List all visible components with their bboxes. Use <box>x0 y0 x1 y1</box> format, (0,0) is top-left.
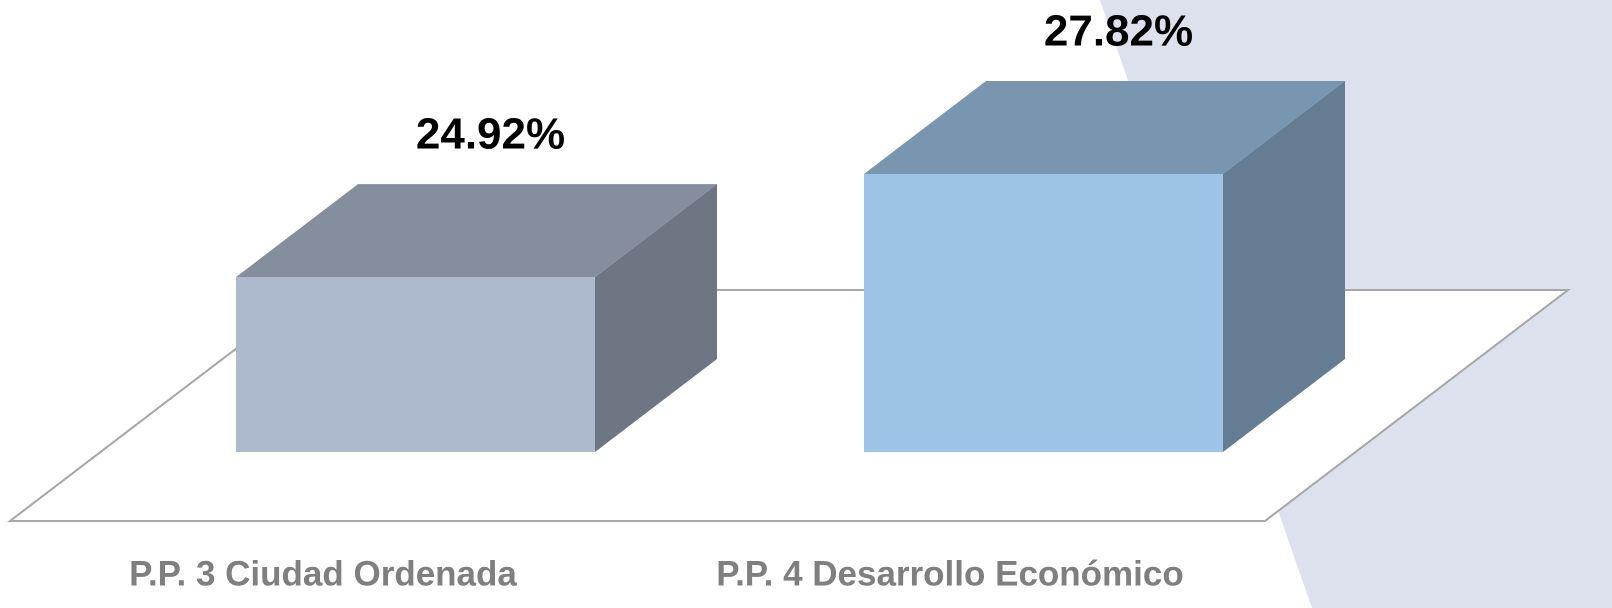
bar-top <box>236 184 717 278</box>
bar-side <box>1223 80 1345 452</box>
bar <box>236 277 595 452</box>
bar <box>864 173 1223 452</box>
value-label: 24.92% <box>416 110 565 159</box>
value-label: 27.82% <box>1044 7 1193 56</box>
category-label: P.P. 4 Desarrollo Económico <box>716 554 1184 593</box>
bar-top <box>864 80 1345 174</box>
bar-side <box>595 184 717 453</box>
category-label: P.P. 3 Ciudad Ordenada <box>129 554 517 593</box>
